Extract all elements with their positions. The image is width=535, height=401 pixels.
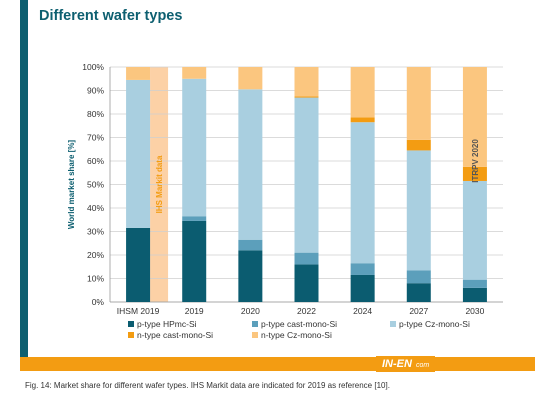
- slide-title: Different wafer types: [39, 8, 183, 24]
- bar-segment-n-type-cz-mono-si: [294, 67, 319, 97]
- bar-segment-n-type-cz-mono-si: [182, 67, 207, 79]
- bar-segment-p-type-cz-mono-si: [294, 97, 319, 253]
- legend-label: n-type Cz-mono-Si: [261, 330, 332, 340]
- bar-segment-p-type-cz-mono-si: [350, 122, 375, 264]
- bar-segment-n-type-cz-mono-si: [462, 67, 487, 167]
- logo-suffix: com: [415, 362, 430, 369]
- y-tick-label: 70%: [87, 133, 104, 143]
- y-tick-label: 20%: [87, 250, 104, 260]
- bar-segment-p-type-cast-mono-si: [462, 279, 487, 288]
- legend-label: p-type Cz-mono-Si: [399, 319, 470, 329]
- x-tick-label: 2030: [465, 306, 484, 316]
- bar-segment-p-type-hpmc-si: [182, 220, 207, 302]
- logo-text: IN-EN: [382, 358, 412, 370]
- bar-segment-p-type-hpmc-si: [406, 283, 431, 302]
- bar-segment-p-type-cz-mono-si: [182, 78, 207, 217]
- bar-segment-n-type-cast-mono-si: [294, 96, 319, 98]
- legend-item: p-type cast-mono-Si: [252, 319, 337, 329]
- bar-segment-p-type-cz-mono-si: [406, 150, 431, 271]
- bar-segment-p-type-cast-mono-si: [238, 239, 263, 251]
- footer-band: [20, 357, 535, 371]
- x-tick-label: 2022: [297, 306, 316, 316]
- bar-segment-n-type-cast-mono-si: [462, 166, 487, 181]
- bar-segment-p-type-hpmc-si: [294, 264, 319, 302]
- bar-segment-p-type-cast-mono-si: [406, 270, 431, 284]
- y-tick-label: 50%: [87, 180, 104, 190]
- bar-segment-n-type-cz-mono-si: [406, 67, 431, 140]
- bar-segment-p-type-hpmc-si: [238, 250, 263, 302]
- bar-segment-n-type-cast-mono-si: [350, 117, 375, 123]
- bar-segment-p-type-hpmc-si: [462, 287, 487, 302]
- bar-segment-p-type-cz-mono-si: [462, 180, 487, 280]
- bar-segment-n-type-cast-mono-si: [406, 139, 431, 151]
- x-tick-label: 2020: [241, 306, 260, 316]
- legend-item: n-type cast-mono-Si: [128, 330, 213, 340]
- y-axis-label: World market share [%]: [67, 140, 76, 230]
- x-tick-label: IHSM 2019: [117, 306, 160, 316]
- bar-segment-p-type-cast-mono-si: [294, 252, 319, 265]
- chart-annotation: ITRPV 2020: [471, 139, 480, 183]
- figure-caption: Fig. 14: Market share for different wafe…: [25, 381, 390, 390]
- y-tick-label: 0%: [92, 297, 105, 307]
- bar-segment-n-type-cz-mono-si: [238, 67, 263, 90]
- bar-segment-p-type-hpmc-si: [126, 227, 151, 302]
- legend-swatch: [128, 321, 134, 327]
- y-tick-label: 80%: [87, 109, 104, 119]
- x-tick-label: 2027: [409, 306, 428, 316]
- y-tick-label: 30%: [87, 227, 104, 237]
- legend-label: p-type HPmc-Si: [137, 319, 197, 329]
- bar-segment-p-type-cz-mono-si: [126, 79, 151, 228]
- legend-swatch: [390, 321, 396, 327]
- y-tick-label: 100%: [82, 62, 104, 72]
- chart-annotation: IHS Markit data: [155, 155, 164, 213]
- legend-swatch: [128, 332, 134, 338]
- legend-swatch: [252, 321, 258, 327]
- in-en-logo: IN-EN com: [376, 356, 436, 372]
- y-tick-label: 40%: [87, 203, 104, 213]
- y-tick-label: 90%: [87, 86, 104, 96]
- bar-segment-n-type-cz-mono-si: [126, 67, 151, 80]
- x-tick-label: 2024: [353, 306, 372, 316]
- legend-swatch: [252, 332, 258, 338]
- legend-item: p-type HPmc-Si: [128, 319, 197, 329]
- accent-sidebar: [20, 0, 28, 358]
- y-tick-label: 10%: [87, 274, 104, 284]
- legend-item: p-type Cz-mono-Si: [390, 319, 470, 329]
- bar-segment-p-type-hpmc-si: [350, 274, 375, 302]
- bar-segment-n-type-cz-mono-si: [350, 67, 375, 118]
- x-tick-label: 2019: [185, 306, 204, 316]
- bar-segment-p-type-cz-mono-si: [238, 89, 263, 240]
- chart: 0% 10% 20% 30% 40% 50% 60% 70% 80% 90% 100% IHSM 20…: [67, 62, 503, 316]
- bar-segment-p-type-cast-mono-si: [182, 216, 207, 221]
- legend-item: n-type Cz-mono-Si: [252, 330, 332, 340]
- y-tick-label: 60%: [87, 156, 104, 166]
- bar-segment-p-type-cast-mono-si: [350, 263, 375, 275]
- legend-label: n-type cast-mono-Si: [137, 330, 214, 340]
- legend-label: p-type cast-mono-Si: [261, 319, 338, 329]
